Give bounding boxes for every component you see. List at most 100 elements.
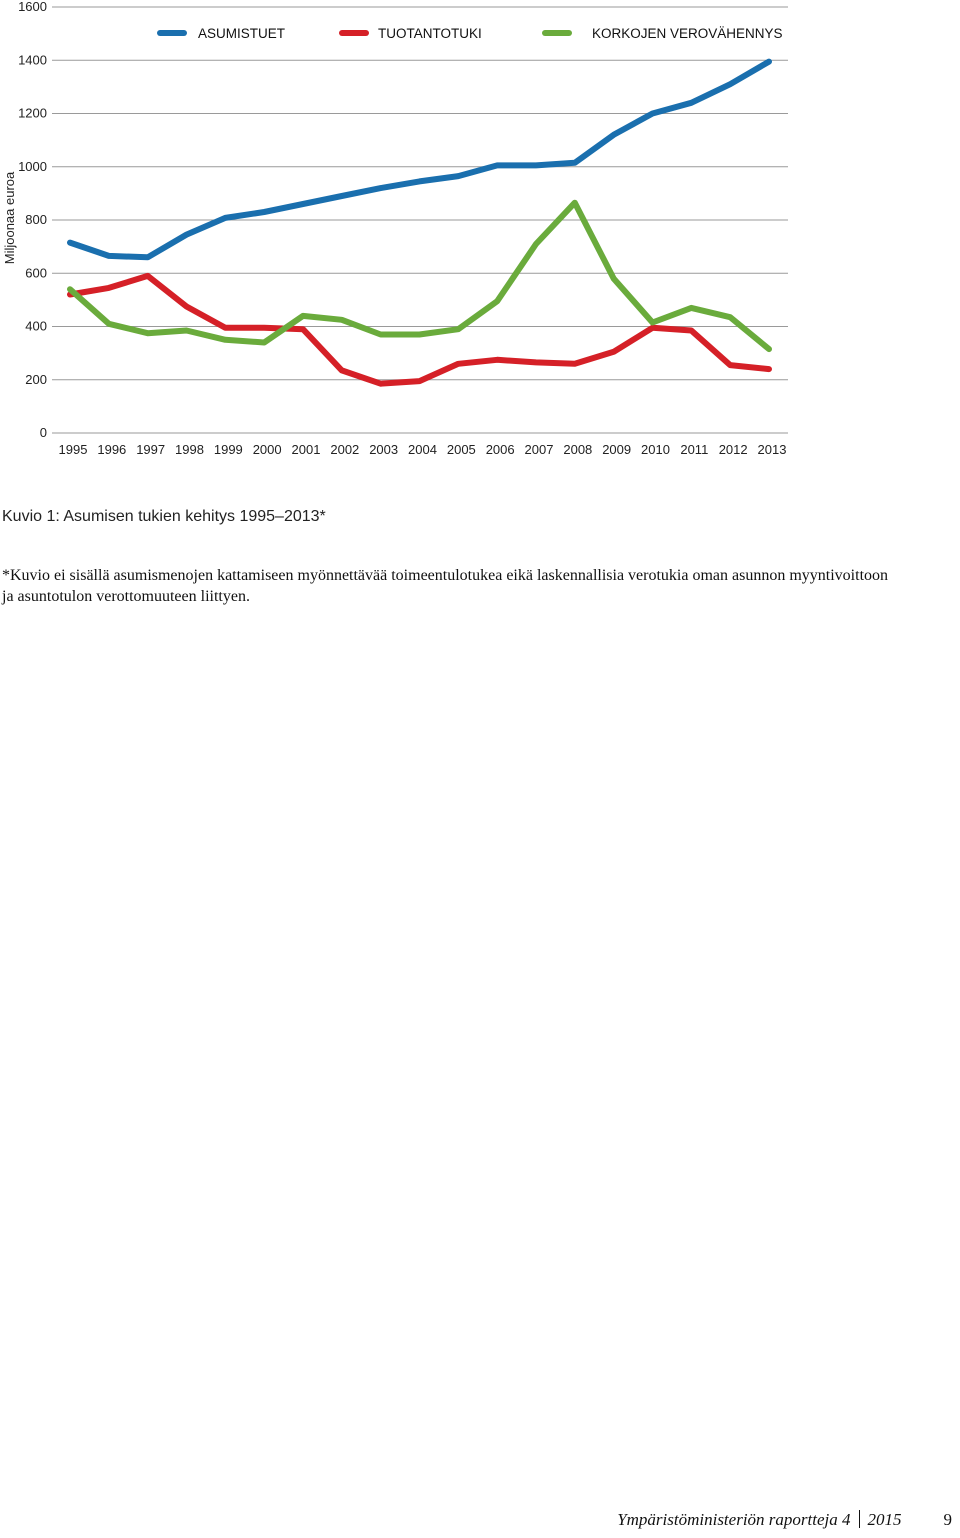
data-point — [184, 304, 189, 309]
data-point — [301, 202, 305, 207]
data-point — [456, 174, 461, 179]
y-tick-label: 800 — [25, 212, 47, 227]
x-tick-labels: 1995 1996 1997 1998 1999 2000 2001 2002 2003 2004… — [59, 442, 787, 457]
data-point — [572, 160, 577, 165]
data-point — [611, 132, 616, 137]
data-point — [145, 273, 150, 278]
y-tick-label: 1600 — [18, 0, 47, 14]
footer-series-title: Ympäristöministeriön raportteja 4 — [617, 1510, 851, 1529]
data-point — [262, 325, 267, 330]
data-point — [339, 368, 344, 373]
x-tick-label: 1996 — [97, 442, 126, 457]
data-point — [767, 59, 771, 64]
data-point — [650, 111, 655, 116]
data-point — [417, 332, 422, 337]
data-point — [495, 299, 500, 304]
line-chart: 0 200 400 600 800 1000 1200 1400 1600 1995 1996 19… — [2, 0, 788, 457]
legend-label: ASUMISTUET — [198, 26, 285, 41]
x-tick-label: 2011 — [680, 442, 708, 457]
data-point — [650, 325, 655, 330]
data-point — [534, 163, 538, 168]
data-point — [106, 285, 111, 290]
data-point — [223, 325, 228, 330]
series-lines — [67, 58, 772, 387]
y-tick-label: 200 — [25, 372, 47, 387]
x-tick-label: 2005 — [447, 442, 476, 457]
data-point — [572, 361, 577, 366]
y-tick-label: 1400 — [18, 52, 47, 67]
data-point — [456, 361, 461, 366]
x-tick-label: 2003 — [369, 442, 398, 457]
data-point — [184, 232, 189, 237]
data-point — [106, 321, 111, 326]
x-tick-label: 2007 — [525, 442, 554, 457]
data-point — [650, 320, 655, 325]
data-point — [378, 381, 383, 386]
y-tick-label: 1000 — [18, 159, 47, 174]
x-tick-label: 2002 — [330, 442, 359, 457]
data-point — [378, 332, 383, 337]
figure-caption: Kuvio 1: Asumisen tukien kehitys 1995–20… — [2, 508, 326, 525]
data-point — [689, 100, 694, 105]
data-point — [417, 179, 422, 184]
footer-year: 2015 — [867, 1510, 902, 1529]
y-tick-label: 1200 — [18, 106, 47, 121]
page-footer: Ympäristöministeriön raportteja 4 2015 9 — [617, 1507, 952, 1530]
data-point — [339, 194, 344, 199]
x-tick-label: 2006 — [486, 442, 515, 457]
data-point — [262, 210, 267, 215]
legend-label: TUOTANTOTUKI — [378, 26, 482, 41]
x-tick-label: 2009 — [602, 442, 631, 457]
data-point — [767, 347, 771, 352]
x-tick-label: 2012 — [719, 442, 748, 457]
data-point — [534, 241, 538, 246]
data-point — [223, 215, 228, 220]
data-point — [223, 337, 228, 342]
data-point — [456, 327, 461, 332]
data-point — [106, 253, 111, 258]
x-tick-label: 2004 — [408, 442, 437, 457]
series-line-0 — [67, 58, 772, 261]
data-point — [495, 163, 500, 168]
data-point — [689, 305, 694, 310]
x-tick-label: 2013 — [758, 442, 787, 457]
x-tick-label: 2000 — [253, 442, 282, 457]
y-tick-labels: 0 200 400 600 800 1000 1200 1400 1600 — [18, 0, 47, 440]
data-point — [301, 327, 305, 332]
data-point — [572, 200, 577, 205]
data-point — [611, 276, 616, 281]
legend-label: KORKOJEN VEROVÄHENNYS — [592, 26, 783, 41]
data-point — [184, 328, 189, 333]
data-point — [262, 340, 267, 345]
data-point — [68, 240, 72, 245]
data-point — [767, 367, 771, 372]
data-point — [339, 317, 344, 322]
x-tick-label: 1995 — [59, 442, 88, 457]
y-tick-label: 600 — [25, 265, 47, 280]
x-tick-label: 1997 — [136, 442, 165, 457]
y-axis-label: Miljoonaa euroa — [2, 171, 17, 264]
y-tick-label: 400 — [25, 319, 47, 334]
data-point — [145, 255, 150, 260]
figure-note: *Kuvio ei sisällä asumismenojen kattamis… — [2, 567, 889, 605]
x-tick-label: 1999 — [214, 442, 243, 457]
data-point — [145, 331, 150, 336]
y-tick-label: 0 — [40, 425, 47, 440]
x-tick-label: 2008 — [563, 442, 592, 457]
data-point — [728, 82, 733, 87]
data-point — [534, 360, 538, 365]
footer-divider — [858, 1510, 860, 1528]
legend: ASUMISTUET TUOTANTOTUKI KORKOJEN VEROVÄHEN… — [157, 26, 783, 41]
data-point — [301, 313, 305, 318]
data-point — [417, 379, 422, 384]
grid-lines — [52, 6, 788, 434]
data-point — [495, 357, 500, 362]
data-point — [378, 186, 383, 191]
data-point — [689, 328, 694, 333]
data-point — [611, 349, 616, 354]
x-tick-label: 2010 — [641, 442, 670, 457]
page-number: 9 — [943, 1510, 953, 1529]
data-point — [728, 315, 733, 320]
data-point — [728, 363, 733, 368]
x-tick-label: 1998 — [175, 442, 204, 457]
